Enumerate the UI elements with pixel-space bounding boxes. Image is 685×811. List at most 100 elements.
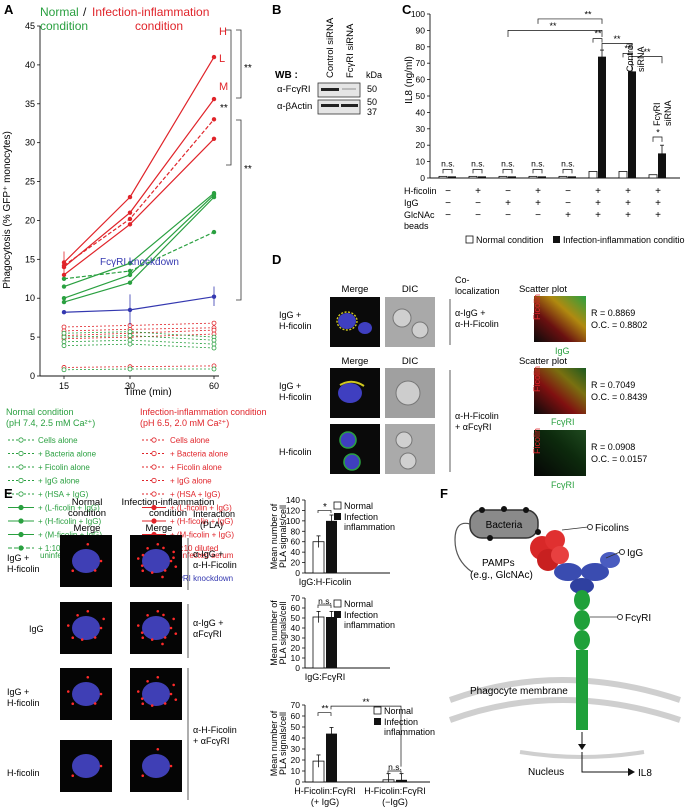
e-pla-dot xyxy=(172,556,175,560)
c-bracket-wide xyxy=(631,56,663,64)
legend-inf-item: + Ficolin alone xyxy=(170,463,222,472)
e-pla-dot xyxy=(141,553,145,557)
e-pla-dot xyxy=(172,617,175,621)
a-point xyxy=(61,296,67,301)
e-pla-dot xyxy=(99,692,103,696)
e-chart1-ytick-label: 0 xyxy=(295,568,300,578)
c-ytick-label: 70 xyxy=(416,58,426,68)
d-sp1-ylabel: Ficolin xyxy=(532,294,542,320)
e-ab1a: α-IgG + xyxy=(193,549,223,559)
a-point xyxy=(211,136,217,141)
c-ytick-label: 20 xyxy=(416,140,426,150)
e-pla-dot xyxy=(146,613,149,617)
legend-inf-item: + (L-ficolin + IgG) xyxy=(170,504,232,513)
e-chart2-ytick-label: 70 xyxy=(291,593,301,603)
legend-normal-marker xyxy=(18,450,24,457)
e-chart3-xlabel-a2: (+ IgG) xyxy=(311,797,339,807)
bracket-2 xyxy=(226,29,232,166)
c-sign: + xyxy=(535,198,541,209)
legend-inf-item: + IgG alone xyxy=(170,477,212,486)
c-star2: ** xyxy=(613,34,621,44)
nucleus-label: Nucleus xyxy=(528,767,564,778)
c-ytick-label: 40 xyxy=(416,107,426,117)
a-series-line xyxy=(63,343,215,349)
a-ytick-label: 25 xyxy=(25,177,35,187)
e-chart2-ns: n.s. xyxy=(318,596,332,606)
marker-50b: 50 xyxy=(367,97,377,107)
c-star1: * xyxy=(656,127,660,137)
e-pla-dot xyxy=(136,557,140,560)
e-chart2-xlabel: IgG:FcγRI xyxy=(305,672,346,682)
kda-label: kDa xyxy=(366,70,382,80)
c-bracket xyxy=(442,169,453,174)
e-pla-dot xyxy=(174,632,178,635)
legend-c-normal-swatch xyxy=(465,235,474,244)
e-chart3-bar-inf xyxy=(326,733,337,782)
e-chart1-legend-inf-swatch xyxy=(334,513,341,520)
a-point xyxy=(127,337,133,343)
e-pla-dot xyxy=(162,546,165,550)
e-pla-dot xyxy=(156,609,160,613)
legend-inf-item: + 1:10 diluted xyxy=(170,544,218,553)
e-pla-dot xyxy=(136,690,140,693)
a-point xyxy=(211,117,217,122)
d-sp3-r: R = 0.0908 xyxy=(591,442,635,452)
a-point xyxy=(61,334,67,340)
lane-fcgr-sirna: FcγRI siRNA xyxy=(345,23,356,78)
c-bracket xyxy=(532,169,543,174)
c-sign: − xyxy=(565,198,571,209)
membrane-outer xyxy=(448,677,681,703)
il8-arrowhead xyxy=(628,768,635,776)
c-ytick-label: 80 xyxy=(416,42,426,52)
a-ytick-label: 35 xyxy=(25,99,35,109)
e-pla-dot xyxy=(150,638,154,641)
c-bracket-wide xyxy=(507,30,603,37)
a-ytick-label: 40 xyxy=(25,60,35,70)
panel-c-ylabel: IL8 (ng/ml) xyxy=(404,56,415,104)
e-chart1-ytick-label: 40 xyxy=(291,547,301,557)
c-bar-normal xyxy=(468,175,478,179)
d-dic-cell-1b xyxy=(411,321,429,339)
e-chart3-ylabel-1: Mean number of xyxy=(269,710,279,776)
e-nucleus xyxy=(142,754,170,778)
e-chart2-ytick-label: 40 xyxy=(291,623,301,633)
a-ytick-label: 5 xyxy=(30,332,35,342)
e-chart2-legend-inf-swatch xyxy=(334,611,341,618)
e-pla-dot xyxy=(136,624,140,627)
a-point xyxy=(127,333,133,338)
legend-inf-item: + (H-ficolin + IgG) xyxy=(170,517,233,526)
panel-e-images xyxy=(60,535,182,792)
panel-a-title-normal: Normal xyxy=(40,5,79,19)
il8-arrow xyxy=(581,752,630,773)
a-point xyxy=(211,345,217,351)
c-star2: ** xyxy=(549,21,557,31)
e-chart2-legend-inf-2: inflammation xyxy=(344,620,395,630)
d-coloc-1: Co- xyxy=(455,275,470,285)
legend-inf-marker xyxy=(151,477,157,484)
legend-normal-marker xyxy=(18,477,24,484)
e-chart3-xlabel-a1: H-Ficolin:FcγRI xyxy=(294,786,356,796)
bracket-3 xyxy=(236,119,242,301)
e-pla-dot xyxy=(140,564,144,567)
c-bar-inf xyxy=(508,176,516,178)
c-sign: − xyxy=(475,198,481,209)
d-row2-label-2: H-ficolin xyxy=(279,392,312,402)
band-fcgr-control xyxy=(321,88,339,91)
e-chart1-bar-inf xyxy=(326,520,337,573)
d-coloc-2: localization xyxy=(455,286,500,296)
e-chart3-legend-normal: Normal xyxy=(384,706,413,716)
legend-inf-marker xyxy=(151,450,157,457)
e-chart3-ytick-label: 10 xyxy=(291,766,301,776)
d-cell-1a-rim xyxy=(336,311,358,331)
a-series-line xyxy=(63,194,215,299)
pamps-label-2: (e.g., GlcNAc) xyxy=(470,570,533,581)
a-point xyxy=(127,216,133,222)
d-sp3-xlabel: FcγRI xyxy=(551,480,575,490)
e-pla-dot xyxy=(174,565,178,568)
e-chart3-bracket xyxy=(317,712,332,716)
e-chart2-legend-normal-swatch xyxy=(333,599,342,608)
d-sp2-ylabel: Ficolin xyxy=(532,366,542,392)
panel-a-title-slash: / xyxy=(83,5,87,19)
d-scatter-image-2 xyxy=(534,368,586,414)
c-sign: + xyxy=(505,198,511,209)
